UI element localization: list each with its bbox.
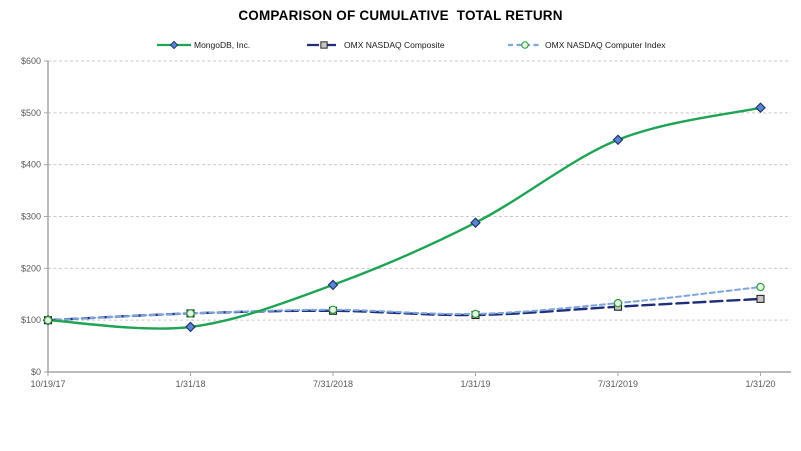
series-line-omx-nasdaq-computer-index	[47, 286, 762, 322]
svg-text:1/31/19: 1/31/19	[460, 379, 490, 389]
svg-text:$500: $500	[21, 108, 41, 118]
y-axis-labels: $0 $100 $200 $300 $400 $500 $600	[21, 56, 41, 377]
series-line-omx-nasdaq-composite	[46, 297, 762, 322]
legend-label-nasdaq-composite: OMX NASDAQ Composite	[344, 40, 445, 50]
x-axis-labels: 10/19/17 1/31/18 7/31/2018 1/31/19 7/31/2019…	[30, 379, 775, 389]
legend-item-nasdaq-computer-index: OMX NASDAQ Computer Index	[508, 38, 665, 52]
legend-marker-nasdaq-composite-icon	[307, 41, 341, 49]
legend-marker-nasdaq-computer-index-icon	[508, 41, 542, 49]
legend-item-nasdaq-composite: OMX NASDAQ Composite	[307, 38, 445, 52]
svg-text:$100: $100	[21, 315, 41, 325]
series-markers-omx-nasdaq-computer-index	[43, 282, 765, 325]
chart-title: COMPARISON OF CUMULATIVE TOTAL RETURN	[238, 8, 563, 23]
legend-label-mongodb: MongoDB, Inc.	[194, 40, 251, 50]
svg-text:$300: $300	[21, 212, 41, 222]
svg-text:$600: $600	[21, 56, 41, 66]
svg-text:7/31/2018: 7/31/2018	[313, 379, 353, 389]
y-gridlines	[48, 60, 791, 321]
legend-marker-mongodb-icon	[157, 40, 191, 50]
svg-text:1/31/20: 1/31/20	[745, 379, 775, 389]
svg-text:$400: $400	[21, 160, 41, 170]
chart-legend: MongoDB, Inc. OMX NASDAQ Composite OMX N…	[0, 38, 801, 52]
svg-text:$200: $200	[21, 263, 41, 273]
series-line-mongodb-inc	[46, 106, 762, 330]
series-markers-mongodb-inc	[42, 102, 766, 333]
legend-item-mongodb: MongoDB, Inc.	[157, 38, 250, 52]
svg-text:$0: $0	[31, 367, 41, 377]
svg-text:7/31/2019: 7/31/2019	[598, 379, 638, 389]
legend-label-nasdaq-computer-index: OMX NASDAQ Computer Index	[545, 40, 666, 50]
svg-text:1/31/18: 1/31/18	[175, 379, 205, 389]
svg-text:10/19/17: 10/19/17	[30, 379, 65, 389]
